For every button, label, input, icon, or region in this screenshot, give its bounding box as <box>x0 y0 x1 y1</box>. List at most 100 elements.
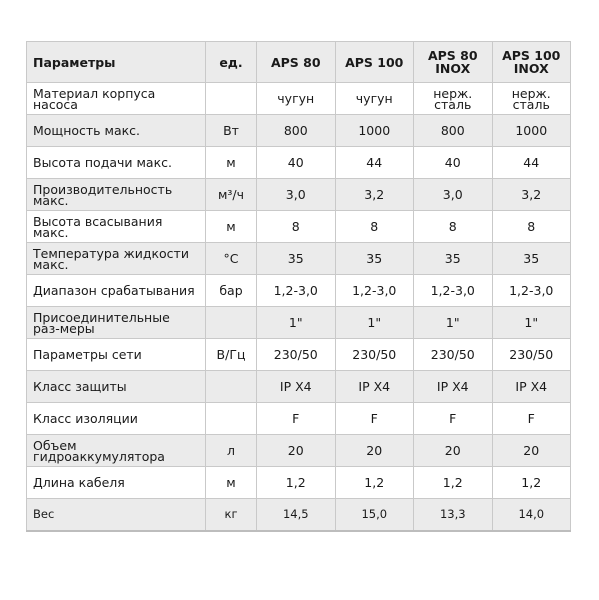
param-value: 14,5 <box>256 498 336 532</box>
param-value: IP X4 <box>491 370 571 403</box>
param-value: чугун <box>256 82 336 115</box>
param-unit: м <box>205 146 257 179</box>
header-param: Параметры <box>26 41 206 83</box>
param-name: Класс защиты <box>26 370 206 403</box>
param-value: 1" <box>413 306 493 339</box>
param-value: 230/50 <box>413 338 493 371</box>
param-unit: м <box>205 466 257 499</box>
param-value: 800 <box>413 114 493 147</box>
table-row: Диапазон срабатывания бар 1,2-3,0 1,2-3,0 1,… <box>26 274 571 307</box>
param-value: F <box>256 402 336 435</box>
table-row: Температура жидкости макс. °С 35 35 35 35 <box>26 242 571 275</box>
param-unit <box>205 82 257 115</box>
param-unit <box>205 370 257 403</box>
header-model: APS 100 <box>334 41 414 83</box>
param-value: 230/50 <box>334 338 414 371</box>
param-unit: бар <box>205 274 257 307</box>
spec-table: Параметры ед. APS 80 APS 100 APS 80 INOX… <box>26 41 571 532</box>
param-value: 20 <box>256 434 336 467</box>
table-row: Объем гидроаккумулятора л 20 20 20 20 <box>26 434 571 467</box>
param-value: 1" <box>334 306 414 339</box>
param-value: 14,0 <box>491 498 571 532</box>
param-value: F <box>491 402 571 435</box>
param-name: Температура жидкости макс. <box>26 242 206 275</box>
param-name: Объем гидроаккумулятора <box>26 434 206 467</box>
param-value: 44 <box>491 146 571 179</box>
param-value: 8 <box>491 210 571 243</box>
param-value: 1,2-3,0 <box>334 274 414 307</box>
param-value: 1000 <box>334 114 414 147</box>
param-value: 3,0 <box>256 178 336 211</box>
param-name: Производительность макс. <box>26 178 206 211</box>
param-value: 1,2 <box>256 466 336 499</box>
param-value: 20 <box>491 434 571 467</box>
param-unit: м³/ч <box>205 178 257 211</box>
param-name: Присоединительные раз-меры <box>26 306 206 339</box>
param-value: 8 <box>256 210 336 243</box>
param-value: 230/50 <box>491 338 571 371</box>
param-value: нерж. сталь <box>413 82 493 115</box>
param-value: IP X4 <box>256 370 336 403</box>
param-value: 1,2 <box>334 466 414 499</box>
param-unit: °С <box>205 242 257 275</box>
param-value: 20 <box>413 434 493 467</box>
param-value: 40 <box>256 146 336 179</box>
param-unit: м <box>205 210 257 243</box>
table-row: Материал корпуса насоса чугун чугун нерж. с… <box>26 82 571 115</box>
table-row: Класс защиты IP X4 IP X4 IP X4 IP X4 <box>26 370 571 403</box>
param-value: 3,0 <box>413 178 493 211</box>
param-value: 35 <box>334 242 414 275</box>
param-name: Высота всасывания макс. <box>26 210 206 243</box>
header-model: APS 100 INOX <box>491 41 571 83</box>
param-value: 35 <box>491 242 571 275</box>
param-unit: л <box>205 434 257 467</box>
param-name: Класс изоляции <box>26 402 206 435</box>
param-value: 44 <box>334 146 414 179</box>
param-value: F <box>413 402 493 435</box>
param-unit: В/Гц <box>205 338 257 371</box>
param-value: 1,2 <box>491 466 571 499</box>
header-row: Параметры ед. APS 80 APS 100 APS 80 INOX… <box>26 41 571 83</box>
param-value: 800 <box>256 114 336 147</box>
param-unit: кг <box>205 498 257 532</box>
table-row: Длина кабеля м 1,2 1,2 1,2 1,2 <box>26 466 571 499</box>
table-row: Присоединительные раз-меры 1" 1" 1" 1" <box>26 306 571 339</box>
param-unit <box>205 306 257 339</box>
param-name: Параметры сети <box>26 338 206 371</box>
param-value: 1,2 <box>413 466 493 499</box>
param-name: Диапазон срабатывания <box>26 274 206 307</box>
table-row: Высота подачи макс. м 40 44 40 44 <box>26 146 571 179</box>
param-value: 1000 <box>491 114 571 147</box>
param-value: 20 <box>334 434 414 467</box>
param-name: Материал корпуса насоса <box>26 82 206 115</box>
param-value: IP X4 <box>413 370 493 403</box>
param-value: 1,2-3,0 <box>256 274 336 307</box>
param-value: 35 <box>256 242 336 275</box>
param-value: 13,3 <box>413 498 493 532</box>
param-unit: Вт <box>205 114 257 147</box>
param-name: Длина кабеля <box>26 466 206 499</box>
param-value: 35 <box>413 242 493 275</box>
param-name: Мощность макс. <box>26 114 206 147</box>
table-row: Класс изоляции F F F F <box>26 402 571 435</box>
param-name: Вес <box>26 498 206 532</box>
table-row: Мощность макс. Вт 800 1000 800 1000 <box>26 114 571 147</box>
table-row: Вес кг 14,5 15,0 13,3 14,0 <box>26 498 571 532</box>
param-value: 8 <box>413 210 493 243</box>
param-value: 1" <box>491 306 571 339</box>
table-row: Производительность макс. м³/ч 3,0 3,2 3,0 3,2 <box>26 178 571 211</box>
param-value: 1,2-3,0 <box>491 274 571 307</box>
header-model: APS 80 INOX <box>413 41 493 83</box>
header-unit: ед. <box>205 41 257 83</box>
table-row: Высота всасывания макс. м 8 8 8 8 <box>26 210 571 243</box>
param-value: 1,2-3,0 <box>413 274 493 307</box>
param-value: 230/50 <box>256 338 336 371</box>
param-value: чугун <box>334 82 414 115</box>
table-row: Параметры сети В/Гц 230/50 230/50 230/50 230/… <box>26 338 571 371</box>
param-value: 8 <box>334 210 414 243</box>
param-value: 15,0 <box>334 498 414 532</box>
param-value: F <box>334 402 414 435</box>
param-value: 3,2 <box>334 178 414 211</box>
header-model: APS 80 <box>256 41 336 83</box>
param-value: 3,2 <box>491 178 571 211</box>
